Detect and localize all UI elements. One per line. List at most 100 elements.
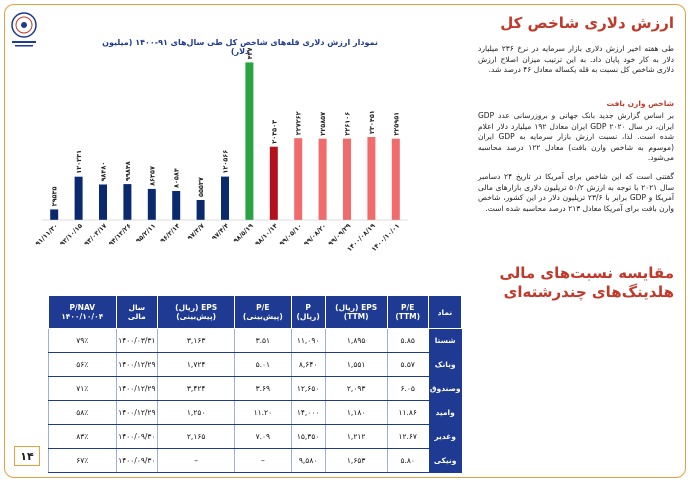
cell: ۶۷٪ bbox=[48, 448, 117, 473]
cell: ۲,۱۶۵ bbox=[157, 424, 235, 449]
page-frame bbox=[4, 4, 686, 478]
cell: ۶.۰۵ bbox=[386, 376, 429, 401]
cell: ۱۴۰۰/۰۹/۳۰ bbox=[115, 448, 158, 473]
tick-label-7: ۹۷/۴/۴ bbox=[210, 222, 230, 242]
header-price: P (ریال) bbox=[290, 295, 326, 329]
cell: ۱۵,۳۵۰ bbox=[290, 424, 326, 449]
tick-label-1: ۹۲/۱۰/۱۵ bbox=[58, 222, 84, 248]
header-symbol: نماد bbox=[427, 295, 463, 329]
cell: ۵.۰۱ bbox=[234, 352, 292, 377]
header-fiscal-year: سال مالی bbox=[115, 295, 159, 329]
section-title-line2: هلدینگ‌های چندرشته‌ای bbox=[503, 283, 674, 301]
data-label-5: ۸۰۵۸۴ bbox=[173, 168, 181, 188]
bar-11 bbox=[318, 138, 327, 220]
cell: ۱۴۰۰/۱۲/۲۹ bbox=[115, 376, 158, 401]
cell: ۳,۱۶۳ bbox=[157, 328, 235, 353]
header-pnav: P/NAV ۱۴۰۰/۱۰/۰۴ bbox=[48, 295, 117, 329]
bar-6 bbox=[196, 200, 205, 220]
cell: ۱,۷۲۴ bbox=[157, 352, 235, 377]
paragraph-2: بر اساس گزارش جدید بانک جهانی و بروزرسان… bbox=[478, 111, 675, 162]
cell: ۱,۶۵۳ bbox=[324, 448, 388, 473]
cell: ۱۱.۲۰ bbox=[234, 400, 292, 425]
table-row: ونیکی ۵.۸۰ ۱,۶۵۳ ۹,۵۸۰ – – ۱۴۰۰/۰۹/۳۰ ۶۷… bbox=[48, 448, 462, 473]
table-row: شستا ۵.۸۵ ۱,۸۹۵ ۱۱,۰۹۰ ۳.۵۱ ۳,۱۶۳ ۱۴۰۰/۰… bbox=[48, 328, 462, 353]
tick-label-8: ۹۸/۵/۱۹ bbox=[232, 222, 255, 245]
cell: ۳,۴۲۴ bbox=[157, 376, 235, 401]
cell: ۸۳٪ bbox=[48, 424, 117, 449]
cell: ۹,۵۸۰ bbox=[290, 448, 326, 473]
cell: ۷۱٪ bbox=[48, 376, 117, 401]
cell: – bbox=[234, 448, 292, 473]
data-label-12: ۲۲۶۱۰۶ bbox=[344, 112, 352, 136]
page-title: ارزش دلاری شاخص کل bbox=[500, 14, 674, 32]
tick-label-2: ۹۳/۰۳/۱۷ bbox=[83, 222, 109, 248]
subhead-buffett: شاخص وارن بافت bbox=[606, 99, 675, 108]
cell: ۱۱.۸۶ bbox=[386, 400, 429, 425]
tick-label-5: ۹۶/۲/۱۴ bbox=[159, 222, 182, 245]
cell: ۵۸٪ bbox=[48, 400, 117, 425]
cell: ۱۴۰۰/۰۹/۳۰ bbox=[115, 424, 158, 449]
bar-0 bbox=[50, 209, 59, 220]
cell: ۵.۵۷ bbox=[386, 352, 429, 377]
tick-label-3: ۹۴/۱۲/۲۶ bbox=[107, 222, 133, 248]
cell-symbol: ونیکی bbox=[427, 448, 462, 473]
table-row: وغدیر ۱۲.۶۷ ۱,۲۱۲ ۱۵,۳۵۰ ۷.۰۹ ۲,۱۶۵ ۱۴۰۰… bbox=[48, 424, 462, 449]
bar-chart: ۲۹۵۳۵ ۹۱/۱۱/۳۰ ۱۲۰۲۳۱ ۹۲/۱۰/۱۵ ۹۸۴۸۰ ۹۳/۰۳/۱۷… bbox=[34, 48, 408, 253]
data-label-0: ۲۹۵۳۵ bbox=[51, 186, 59, 206]
cell: ۸,۶۴۰ bbox=[290, 352, 326, 377]
data-label-7: ۱۲۰۵۶۶ bbox=[222, 150, 230, 174]
tick-label-11: ۹۹/۰۸/۲۰ bbox=[302, 222, 328, 248]
cell: ۱۴,۰۰۰ bbox=[290, 400, 326, 425]
cell-symbol: شستا bbox=[427, 328, 462, 353]
paragraph-3: گفتنی است که این شاخص برای آمریکا در تار… bbox=[478, 172, 675, 213]
cell: ۱۲,۶۵۰ bbox=[290, 376, 326, 401]
bar-4 bbox=[147, 188, 156, 220]
bar-12 bbox=[343, 138, 351, 220]
bar-5 bbox=[172, 191, 181, 220]
cell-symbol: وغدیر bbox=[427, 424, 462, 449]
paragraph-1: طی هفته اخیر ارزش دلاری بازار سرمایه در … bbox=[478, 44, 674, 74]
bar-14 bbox=[391, 138, 400, 220]
bar-9 bbox=[269, 146, 278, 220]
header-eps-forecast: EPS (ریال) (پیش‌بینی) bbox=[157, 295, 236, 329]
data-label-4: ۸۶۳۵۷ bbox=[148, 166, 156, 186]
data-label-6: ۵۵۵۳۷ bbox=[197, 177, 205, 197]
bar-3 bbox=[123, 184, 132, 220]
data-label-14: ۲۲۵۹۵۱ bbox=[392, 112, 400, 136]
cell: ۱۴۰۰/۱۲/۲۹ bbox=[115, 352, 158, 377]
cell: ۳.۵۱ bbox=[234, 328, 292, 353]
cell: ۲,۰۹۳ bbox=[324, 376, 388, 401]
cell: ۱۲.۶۷ bbox=[386, 424, 429, 449]
table-row: وامید ۱۱.۸۶ ۱,۱۸۰ ۱۴,۰۰۰ ۱۱.۲۰ ۱,۲۵۰ ۱۴۰… bbox=[48, 400, 462, 425]
data-label-10: ۲۲۷۲۶۲ bbox=[295, 111, 303, 135]
cell: ۱۴۰۰/۰۳/۳۱ bbox=[115, 328, 158, 353]
header-pe-ttm: P/E (TTM) bbox=[386, 295, 429, 329]
tick-label-9: ۹۸/۱۰/۱۴ bbox=[253, 222, 279, 248]
table-row: وصندوق ۶.۰۵ ۲,۰۹۳ ۱۲,۶۵۰ ۳.۶۹ ۳,۴۲۴ ۱۴۰۰… bbox=[48, 376, 462, 401]
cell: ۱,۲۱۲ bbox=[324, 424, 388, 449]
page-number: ۱۴ bbox=[14, 446, 40, 466]
cell-symbol: وامید bbox=[427, 400, 462, 425]
cell-symbol: وبانک bbox=[427, 352, 462, 377]
cell: ۷۹٪ bbox=[48, 328, 117, 353]
cell: ۵۶٪ bbox=[48, 352, 117, 377]
data-label-11: ۲۲۵۸۵۷ bbox=[319, 112, 327, 136]
cell: ۱۱,۰۹۰ bbox=[290, 328, 326, 353]
cell-symbol: وصندوق bbox=[427, 376, 462, 401]
company-logo-icon bbox=[11, 12, 37, 47]
tick-label-4: ۹۵/۲/۱۱ bbox=[134, 222, 157, 245]
data-label-2: ۹۸۴۸۰ bbox=[100, 162, 108, 182]
cell: ۵.۸۰ bbox=[386, 448, 429, 473]
table-row: وبانک ۵.۵۷ ۱,۵۵۱ ۸,۶۴۰ ۵.۰۱ ۱,۷۲۴ ۱۴۰۰/۱… bbox=[48, 352, 462, 377]
chart-title: نمودار ارزش دلاری قله‌های شاخص کل طی سال… bbox=[102, 38, 378, 56]
cell: ۱,۲۵۰ bbox=[157, 400, 235, 425]
cell: ۱,۱۸۰ bbox=[324, 400, 388, 425]
header-eps-ttm: EPS (ریال) (TTM) bbox=[324, 295, 388, 329]
cell: ۷.۰۹ bbox=[234, 424, 292, 449]
header-pe-forecast: P/E (پیش‌بینی) bbox=[234, 295, 292, 329]
data-label-8: ۴۳۷۷۵۰ bbox=[246, 48, 254, 59]
data-label-9: ۲۰۳۵۰۳ bbox=[270, 120, 278, 144]
data-label-13: ۲۳۰۴۵۱ bbox=[368, 110, 376, 134]
table-header-row: نماد P/E (TTM) EPS (ریال) (TTM) P (ریال)… bbox=[48, 295, 463, 329]
ratios-table: نماد P/E (TTM) EPS (ریال) (TTM) P (ریال)… bbox=[48, 295, 463, 473]
